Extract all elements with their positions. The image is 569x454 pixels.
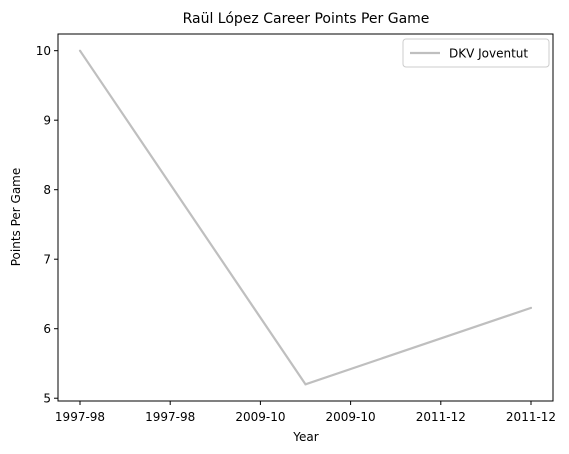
- y-tick-label: 8: [43, 183, 51, 197]
- legend: DKV Joventut: [402, 38, 550, 68]
- y-tick-label: 10: [36, 44, 51, 58]
- data-point: [78, 49, 82, 52]
- y-tick-label: 9: [43, 114, 51, 128]
- data-point: [529, 306, 533, 309]
- y-tick-label: 6: [43, 322, 51, 336]
- x-tick-label: 2011-12: [506, 410, 556, 424]
- y-axis-label: Points Per Game: [9, 168, 23, 267]
- x-axis-label: Year: [292, 430, 318, 444]
- legend-label: DKV Joventut: [449, 47, 528, 61]
- x-tick-label: 2009-10: [235, 410, 285, 424]
- x-axis-ticks: 1997-98 1997-98 2009-10 2009-10 2011-12 2011-…: [55, 401, 556, 424]
- data-point: [304, 383, 307, 386]
- y-tick-label: 5: [43, 392, 51, 406]
- x-tick-label: 2009-10: [326, 410, 376, 424]
- y-axis-ticks: 5 6 7 8 9 10: [36, 44, 58, 406]
- y-tick-label: 7: [43, 253, 51, 267]
- x-tick-label: 2011-12: [416, 410, 466, 424]
- chart-title: Raül López Career Points Per Game: [183, 11, 430, 27]
- plot-area: [57, 33, 554, 402]
- series-layer: [78, 49, 533, 386]
- legend-box: [402, 38, 550, 68]
- x-tick-label: 1997-98: [145, 410, 195, 424]
- series-line: [79, 50, 532, 386]
- x-tick-label: 1997-98: [55, 410, 105, 424]
